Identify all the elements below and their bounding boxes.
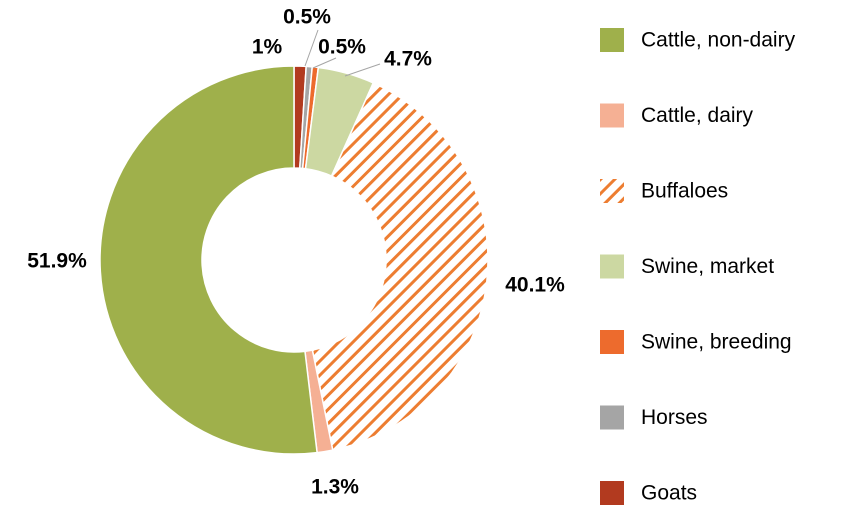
legend-swatch [600, 254, 624, 279]
donut-slice [99, 65, 318, 455]
legend-label: Horses [641, 406, 708, 429]
leader-line [312, 57, 337, 69]
data-label: 4.7% [384, 48, 432, 71]
leader-line [344, 63, 381, 77]
legend-swatch [600, 481, 624, 505]
legend-label: Swine, market [641, 255, 774, 278]
legend-label: Cattle, dairy [641, 104, 754, 127]
leader-line [304, 29, 319, 67]
legend-swatch [600, 330, 624, 354]
data-label: 1% [252, 36, 283, 59]
donut-slice [311, 81, 489, 451]
legend-label: Cattle, non-dairy [641, 29, 796, 52]
data-label: 1.3% [311, 476, 359, 499]
legend-label: Buffaloes [641, 180, 728, 203]
legend-swatch [600, 28, 624, 52]
data-label: 40.1% [505, 274, 565, 297]
legend-label: Swine, breeding [641, 331, 792, 354]
data-label: 0.5% [318, 36, 366, 59]
legend-swatch [600, 103, 624, 128]
legend-label: Goats [641, 482, 697, 505]
data-label: 51.9% [27, 250, 87, 273]
legend-swatch [600, 405, 624, 430]
data-label: 0.5% [283, 6, 331, 29]
legend-swatch [600, 179, 624, 203]
